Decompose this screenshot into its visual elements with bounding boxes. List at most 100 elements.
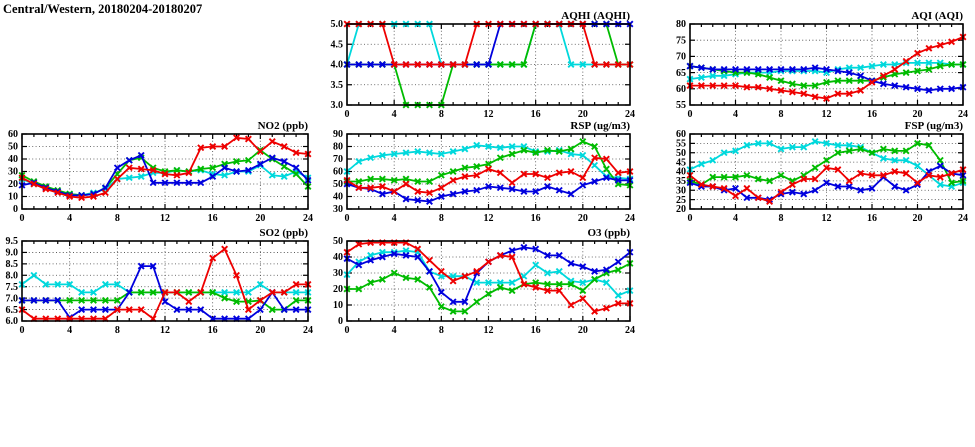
x-tick-label: 8	[115, 325, 120, 336]
gridlines	[22, 241, 308, 321]
series-red-markers	[686, 33, 967, 102]
y-tick-label: 20	[676, 204, 686, 215]
x-tick-label: 4	[733, 213, 738, 224]
x-tick-label: 16	[208, 213, 218, 224]
x-tick-label: 12	[484, 213, 494, 224]
gridlines	[347, 134, 630, 209]
x-tick-label: 16	[867, 213, 877, 224]
y-tick-label: 50	[333, 179, 343, 190]
chart-aqi: 55 60 65 70 75 80 0 4 8 12 16 20 24 AQI (AQI)	[676, 10, 968, 120]
chart-title: SO2 (ppb)	[259, 227, 308, 239]
y-tick-label: 35	[676, 176, 686, 187]
y-tick-label: 0	[13, 204, 18, 215]
plot-border	[21, 240, 309, 322]
plot-border	[346, 23, 631, 106]
x-tick-label: 0	[345, 109, 350, 120]
y-tick-label: 30	[8, 167, 18, 178]
x-tick-label: 4	[392, 109, 397, 120]
x-tick-label: 8	[439, 213, 444, 224]
x-tick-label: 24	[303, 325, 313, 336]
y-tick-label: 40	[676, 167, 686, 178]
x-tick-label: 8	[779, 109, 784, 120]
y-tick-label: 9.5	[6, 236, 19, 247]
y-tick-label: 8.5	[6, 259, 19, 270]
chart-title: NO2 (ppb)	[258, 120, 309, 132]
y-tick-label: 3.0	[331, 100, 344, 111]
y-tick-label: 50	[676, 148, 686, 159]
y-tick-label: 50	[333, 236, 343, 247]
x-tick-label: 24	[958, 109, 968, 120]
x-tick-label: 4	[733, 109, 738, 120]
gridlines	[690, 134, 963, 209]
chart-title: O3 (ppb)	[588, 227, 631, 239]
y-tick-label: 80	[676, 19, 686, 30]
x-tick-label: 20	[578, 109, 588, 120]
chart-aqhi: 3.0 3.5 4.0 4.5 5.0 0 4 8 12 16 20 24 AQHI (AQHI)	[331, 10, 636, 120]
y-tick-label: 4.0	[331, 60, 344, 71]
plot-border	[346, 133, 631, 210]
x-tick-label: 16	[867, 109, 877, 120]
y-tick-label: 3.5	[331, 80, 344, 91]
y-tick-label: 80	[333, 142, 343, 153]
x-tick-label: 0	[688, 109, 693, 120]
y-tick-label: 65	[676, 68, 686, 79]
x-tick-label: 0	[688, 213, 693, 224]
x-tick-label: 0	[345, 325, 350, 336]
series-red-line	[689, 166, 964, 203]
x-tick-label: 24	[625, 109, 635, 120]
y-tick-label: 40	[333, 192, 343, 203]
plot-border	[689, 23, 964, 106]
y-tick-label: 60	[676, 84, 686, 95]
chart-title: AQHI (AQHI)	[561, 10, 630, 22]
y-tick-label: 4.5	[331, 39, 344, 50]
y-tick-label: 75	[676, 35, 686, 46]
series-cyan-line	[21, 274, 308, 294]
y-tick-label: 60	[333, 167, 343, 178]
x-tick-label: 12	[484, 325, 494, 336]
y-tick-label: 6.0	[6, 316, 19, 327]
chart-o3: 0 10 20 30 40 50 0 4 8 12 16 20 24 O3 (ppb)	[333, 227, 635, 336]
x-tick-label: 8	[439, 109, 444, 120]
x-tick-label: 4	[67, 213, 72, 224]
x-tick-label: 16	[531, 213, 541, 224]
y-tick-label: 7.5	[6, 282, 19, 293]
x-tick-label: 20	[913, 109, 923, 120]
y-tick-label: 55	[676, 100, 686, 111]
x-tick-label: 20	[255, 213, 265, 224]
x-tick-label: 20	[578, 325, 588, 336]
x-tick-label: 24	[625, 325, 635, 336]
x-tick-label: 4	[392, 325, 397, 336]
y-tick-label: 6.5	[6, 305, 19, 316]
y-tick-label: 40	[333, 252, 343, 263]
x-tick-label: 12	[160, 213, 170, 224]
y-tick-label: 30	[333, 204, 343, 215]
x-tick-label: 8	[115, 213, 120, 224]
y-tick-label: 70	[676, 52, 686, 63]
x-tick-label: 20	[578, 213, 588, 224]
x-tick-label: 12	[160, 325, 170, 336]
y-tick-label: 7.0	[6, 293, 19, 304]
y-tick-label: 50	[8, 142, 18, 153]
y-tick-label: 5.0	[331, 19, 344, 30]
x-tick-label: 24	[958, 213, 968, 224]
x-tick-label: 16	[531, 325, 541, 336]
x-tick-label: 16	[208, 325, 218, 336]
y-tick-label: 30	[333, 268, 343, 279]
x-tick-label: 4	[392, 213, 397, 224]
gridlines	[690, 24, 963, 105]
plot-border	[21, 133, 309, 210]
y-tick-label: 45	[676, 157, 686, 168]
y-tick-label: 60	[8, 129, 18, 140]
chart-title: RSP (ug/m3)	[570, 120, 630, 132]
x-tick-label: 12	[822, 109, 832, 120]
y-tick-label: 70	[333, 154, 343, 165]
x-tick-label: 8	[779, 213, 784, 224]
plot-border	[346, 240, 631, 322]
x-tick-label: 16	[531, 109, 541, 120]
x-tick-label: 0	[20, 325, 25, 336]
x-tick-label: 24	[625, 213, 635, 224]
page-title: Central/Western, 20180204-20180207	[3, 2, 203, 16]
x-tick-label: 12	[484, 109, 494, 120]
y-tick-label: 30	[676, 185, 686, 196]
